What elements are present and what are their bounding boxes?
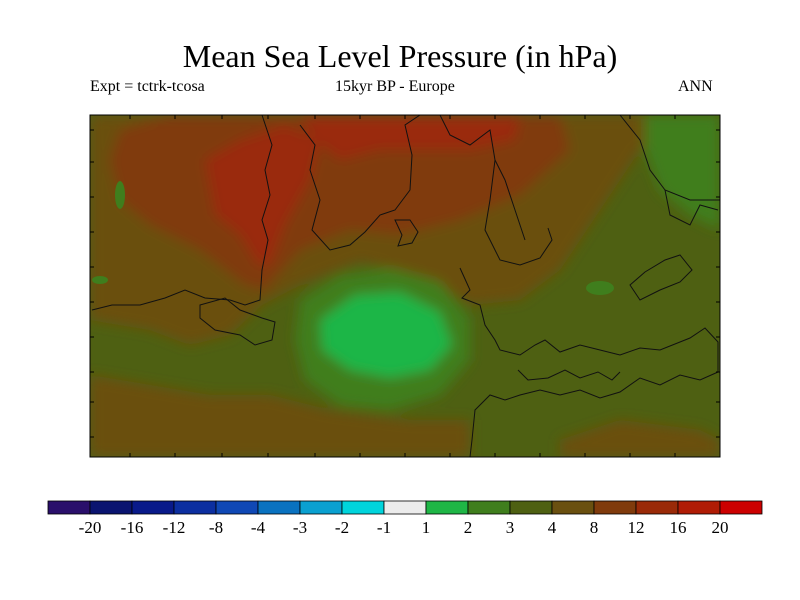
colorbar-swatch <box>593 500 637 515</box>
field-band-4-8-south <box>90 375 470 457</box>
field-band-2-3-northeast <box>645 115 720 230</box>
colorbar-swatch <box>467 500 511 515</box>
colorbar-tick-label: -1 <box>377 518 391 537</box>
map-field <box>90 115 720 457</box>
field-band-1-2 <box>320 292 452 378</box>
colorbar-swatch <box>299 500 343 515</box>
field-band-4-8-southeast <box>560 420 720 457</box>
plot-ticks <box>90 115 720 457</box>
field-patch-3 <box>92 276 108 284</box>
colorbar-tick-label: 12 <box>628 518 645 537</box>
colorbar-tick-label: 20 <box>712 518 729 537</box>
coastline-norway-sweden <box>439 115 553 266</box>
colorbar-swatch <box>47 500 91 515</box>
colorbar-swatch <box>131 500 175 515</box>
colorbar-swatch <box>719 500 763 515</box>
coastline-east <box>629 254 693 301</box>
season-label: ANN <box>678 78 713 95</box>
colorbar-swatch <box>551 500 595 515</box>
colorbar-swatch <box>383 500 427 515</box>
colorbar-tick-label: 1 <box>422 518 431 537</box>
colorbar-tick-label: 2 <box>464 518 473 537</box>
field-band-12-16-north <box>300 115 520 160</box>
coastline-west-europe <box>199 297 276 346</box>
coastline-finland <box>619 115 720 201</box>
experiment-label: Expt = tctrk-tcosa <box>90 78 205 95</box>
coastline-scandinavia <box>299 115 421 251</box>
colorbar-swatch <box>215 500 259 515</box>
colorbar-swatch <box>341 500 385 515</box>
colorbar-tick-label: -8 <box>209 518 223 537</box>
colorbar-swatch <box>677 500 721 515</box>
coastline-mediterranean <box>517 369 621 381</box>
coastline-iceland-scotland <box>91 115 273 311</box>
colorbar-tick-label: 8 <box>590 518 599 537</box>
colorbar-swatch <box>425 500 469 515</box>
colorbar-swatch <box>89 500 133 515</box>
colorbar-tick-label: -2 <box>335 518 349 537</box>
field-patch-1 <box>586 281 614 295</box>
field-band-12-16 <box>205 125 320 265</box>
field-patch-2 <box>115 181 125 209</box>
colorbar-tick-label: 3 <box>506 518 515 537</box>
colorbar-tick-label: -20 <box>79 518 102 537</box>
colorbar-swatch <box>509 500 553 515</box>
colorbar <box>47 500 763 515</box>
coastline-caspian <box>664 189 719 226</box>
colorbar-tick-label: -4 <box>251 518 266 537</box>
coastline-baltic <box>494 159 526 241</box>
coastline-britain <box>394 219 419 247</box>
colorbar-swatch <box>257 500 301 515</box>
colorbar-swatch <box>173 500 217 515</box>
colorbar-tick-label: 16 <box>670 518 687 537</box>
colorbar-tick-label: -12 <box>163 518 186 537</box>
colorbar-swatch <box>635 500 679 515</box>
coastlines <box>91 115 720 457</box>
colorbar-labels: -20 -16 -12 -8 -4 -3 -2 -1 1 2 3 4 8 12 16 20 <box>79 518 729 537</box>
colorbar-tick-label: -3 <box>293 518 307 537</box>
period-region-label: 15kyr BP - Europe <box>335 78 455 95</box>
colorbar-tick-label: 4 <box>548 518 557 537</box>
chart-title: Mean Sea Level Pressure (in hPa) <box>182 38 618 74</box>
colorbar-tick-label: -16 <box>121 518 144 537</box>
coastline-europe-mainland <box>459 267 719 457</box>
